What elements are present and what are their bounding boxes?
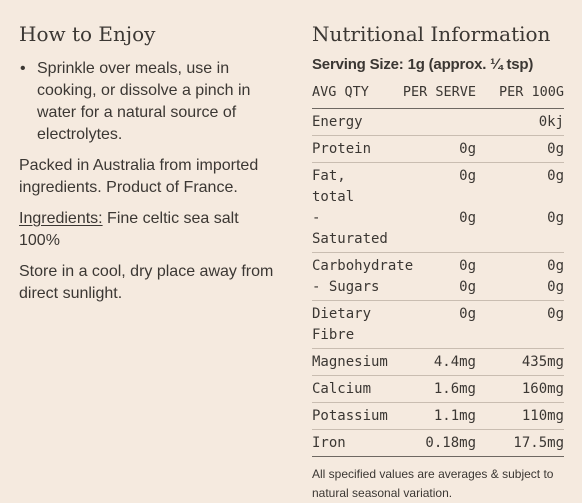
table-row: - Sugars 0g 0g <box>312 277 564 298</box>
per-serve-value <box>396 112 476 133</box>
per-serve-value: 1.6mg <box>433 381 476 397</box>
nutrient-group: Magnesium 4.4mg 435mg <box>312 349 564 376</box>
nutrient-name: - Saturated <box>312 210 388 247</box>
table-row: Potassium 1.1mg 110mg <box>312 406 564 427</box>
per-100g-value: 0g <box>547 258 564 274</box>
serving-size: Serving Size: 1g (approx. ¼ tsp) <box>312 56 534 73</box>
nutrient-group: Fat, total 0g 0g - Saturated 0g 0g <box>312 163 564 253</box>
storage-text: Store in a cool, dry place away from dir… <box>19 263 274 302</box>
per-100g-value: 0g <box>547 168 564 184</box>
nutrient-group: Dietary Fibre 0g 0g <box>312 301 564 349</box>
nutrient-name: Iron <box>312 435 346 451</box>
nutrient-name: Magnesium <box>312 354 388 370</box>
per-serve-value: 4.4mg <box>433 354 476 370</box>
table-row: Fat, total 0g 0g <box>312 166 564 208</box>
nutrient-name: Energy <box>312 114 363 130</box>
per-serve-value: 0g <box>459 168 476 184</box>
per-serve-value: 1.1mg <box>433 408 476 424</box>
ingredients-label: Ingredients: <box>19 210 103 227</box>
per-100g-value: 0g <box>547 279 564 295</box>
nutrient-group: Carbohydrate 0g 0g - Sugars 0g 0g <box>312 253 564 301</box>
table-row: Energy 0kj <box>312 112 564 133</box>
per-serve-value: 0g <box>459 210 476 226</box>
nutrient-name: Protein <box>312 141 372 157</box>
nutrient-name: - Sugars <box>312 279 380 295</box>
header-per-100g: PER 100G <box>498 84 564 100</box>
nutrient-group: Calcium 1.6mg 160mg <box>312 376 564 403</box>
table-row: Magnesium 4.4mg 435mg <box>312 352 564 373</box>
how-to-enjoy-section: How to Enjoy • Sprinkle over meals, use … <box>19 22 279 314</box>
per-100g-value: 0g <box>547 210 564 226</box>
header-per-serve: PER SERVE <box>402 84 476 100</box>
table-header: AVG QTY PER SERVE PER 100G <box>312 82 564 109</box>
how-to-enjoy-title: How to Enjoy <box>19 22 156 46</box>
per-100g-value: 17.5mg <box>513 435 564 451</box>
nutrition-section: Nutritional Information Serving Size: 1g… <box>312 22 564 503</box>
per-serve-value: 0g <box>459 258 476 274</box>
per-serve-value: 0g <box>459 141 476 157</box>
per-100g-value: 160mg <box>521 381 564 397</box>
ingredients-value: Fine celtic sea salt 100% <box>19 210 239 249</box>
packed-text: Packed in Australia from imported ingred… <box>19 157 259 196</box>
nutrient-name: Carbohydrate <box>312 258 414 274</box>
header-avg-qty: AVG QTY <box>312 84 369 100</box>
table-row: Dietary Fibre 0g 0g <box>312 304 564 346</box>
nutrient-name: Dietary Fibre <box>312 306 372 343</box>
per-serve-value: 0g <box>459 279 476 295</box>
table-row: Carbohydrate 0g 0g <box>312 256 564 277</box>
table-row: Iron 0.18mg 17.5mg <box>312 433 564 454</box>
table-row: Calcium 1.6mg 160mg <box>312 379 564 400</box>
per-100g-value: 0kj <box>538 114 564 130</box>
nutrient-name: Calcium <box>312 381 372 397</box>
nutrient-group: Protein 0g 0g <box>312 136 564 163</box>
nutrient-name: Potassium <box>312 408 388 424</box>
per-100g-value: 0g <box>547 141 564 157</box>
usage-bullet: • Sprinkle over meals, use in cooking, o… <box>19 58 279 146</box>
nutrient-group: Energy 0kj <box>312 109 564 136</box>
per-100g-value: 110mg <box>521 408 564 424</box>
footnote: All specified values are averages & subj… <box>312 467 554 500</box>
per-serve-value: 0.18mg <box>425 435 476 451</box>
table-row: Protein 0g 0g <box>312 139 564 160</box>
per-100g-value: 435mg <box>521 354 564 370</box>
nutrition-table-body: Energy 0kj Protein 0g 0g Fat, total 0g 0g - Satu… <box>312 109 564 457</box>
nutrient-group: Iron 0.18mg 17.5mg <box>312 430 564 457</box>
table-row: - Saturated 0g 0g <box>312 208 564 250</box>
nutrient-name: Fat, total <box>312 168 355 205</box>
nutrient-group: Potassium 1.1mg 110mg <box>312 403 564 430</box>
nutrition-title: Nutritional Information <box>312 22 551 46</box>
per-serve-value: 0g <box>459 306 476 322</box>
usage-text: Sprinkle over meals, use in cooking, or … <box>37 60 251 143</box>
ingredients: Ingredients: Fine celtic sea salt 100% <box>19 208 279 252</box>
bullet-icon: • <box>20 60 26 77</box>
per-100g-value: 0g <box>547 306 564 322</box>
